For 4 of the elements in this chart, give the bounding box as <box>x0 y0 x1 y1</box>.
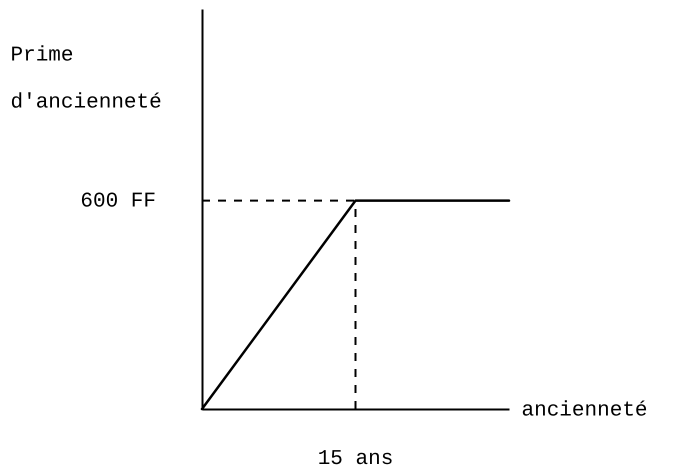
x-axis-title: ancienneté <box>522 400 648 422</box>
text: 15 ans <box>318 448 394 468</box>
text: 600 FF <box>80 190 156 214</box>
y-axis-title: Prime d'ancienneté <box>10 44 162 114</box>
